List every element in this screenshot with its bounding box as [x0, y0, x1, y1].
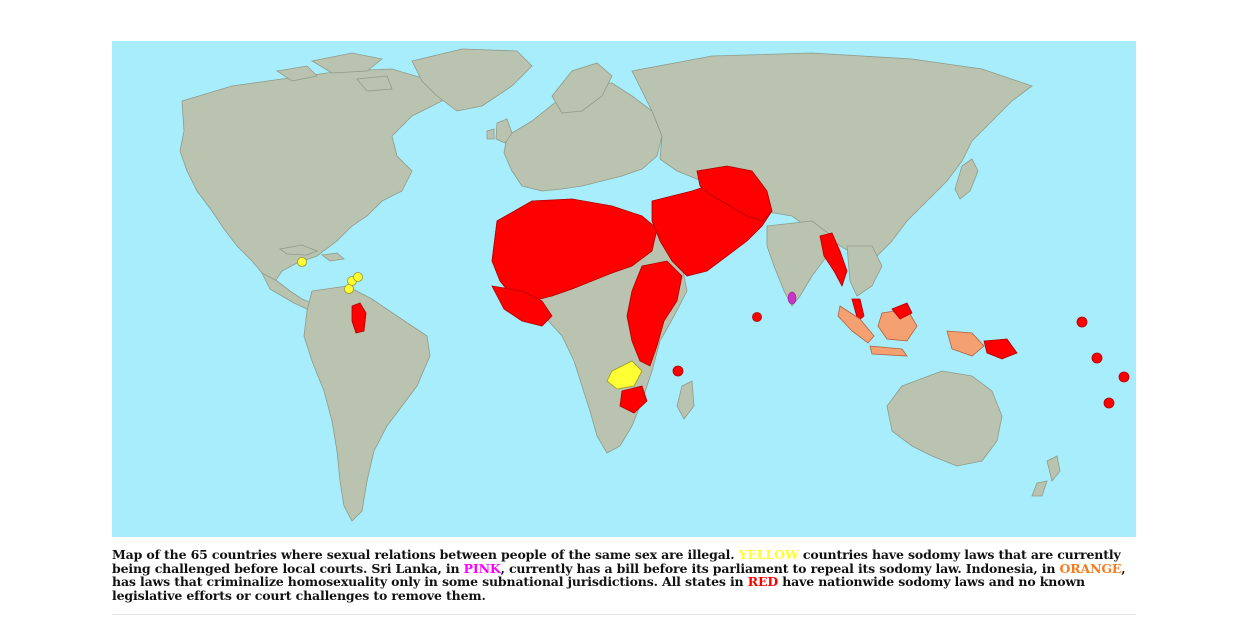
pacific-marker-2	[1091, 352, 1103, 364]
madagascar	[676, 380, 695, 420]
australia	[886, 370, 1003, 467]
map-caption: Map of the 65 countries where sexual rel…	[112, 548, 1132, 602]
india	[766, 220, 833, 307]
indonesia-sumatra	[837, 305, 875, 344]
west-africa	[491, 285, 553, 327]
south-america	[303, 285, 431, 522]
caption-pink-word: PINK	[463, 560, 501, 576]
uk-ireland	[486, 118, 513, 144]
new-zealand	[1031, 455, 1061, 497]
pacific-marker-4	[1103, 397, 1115, 409]
zambia	[606, 360, 643, 390]
papua-new-guinea	[983, 338, 1018, 360]
comoros-marker	[672, 365, 684, 377]
caption-part-2: countries have sodomy laws that are curr…	[112, 547, 1121, 576]
malaysia-peninsula	[851, 298, 865, 322]
caribbean-marker-3	[344, 284, 354, 294]
caption-yellow-word: YELLOW	[738, 547, 799, 562]
maldives-marker	[752, 312, 762, 322]
pacific-marker-1	[1076, 316, 1088, 328]
zimbabwe	[619, 385, 648, 414]
caption-orange-word: ORANGE	[1059, 560, 1122, 576]
caption-part-5: have nationwide sodomy laws and no known…	[112, 574, 1085, 603]
arctic-islands	[275, 52, 393, 92]
caption-part-4: , has laws that criminalize homosexualit…	[112, 560, 1126, 590]
indonesia-papua	[946, 330, 985, 357]
world-map	[112, 41, 1136, 537]
caption-divider	[112, 614, 1136, 615]
pacific-marker-3	[1118, 371, 1130, 383]
malaysia-borneo	[891, 302, 913, 320]
caribbean-marker-2	[353, 272, 363, 282]
east-africa	[626, 260, 683, 367]
indonesia-java	[869, 345, 908, 357]
scandinavia	[551, 62, 613, 114]
sri-lanka	[787, 291, 797, 305]
south-central-asia	[696, 165, 773, 222]
caribbean-islands	[278, 244, 345, 262]
jamaica-marker	[297, 257, 307, 267]
greenland	[411, 48, 533, 112]
russia-asia	[631, 52, 1033, 257]
caption-part-1: Map of the 65 countries where sexual rel…	[112, 547, 739, 562]
world-map-svg	[112, 41, 1136, 537]
guyana	[351, 302, 367, 334]
caption-part-3: , currently has a bill before its parlia…	[500, 560, 1060, 576]
caption-red-word: RED	[747, 574, 779, 590]
myanmar-bangladesh	[819, 232, 848, 288]
southeast-asia	[846, 245, 883, 297]
japan	[954, 158, 979, 200]
